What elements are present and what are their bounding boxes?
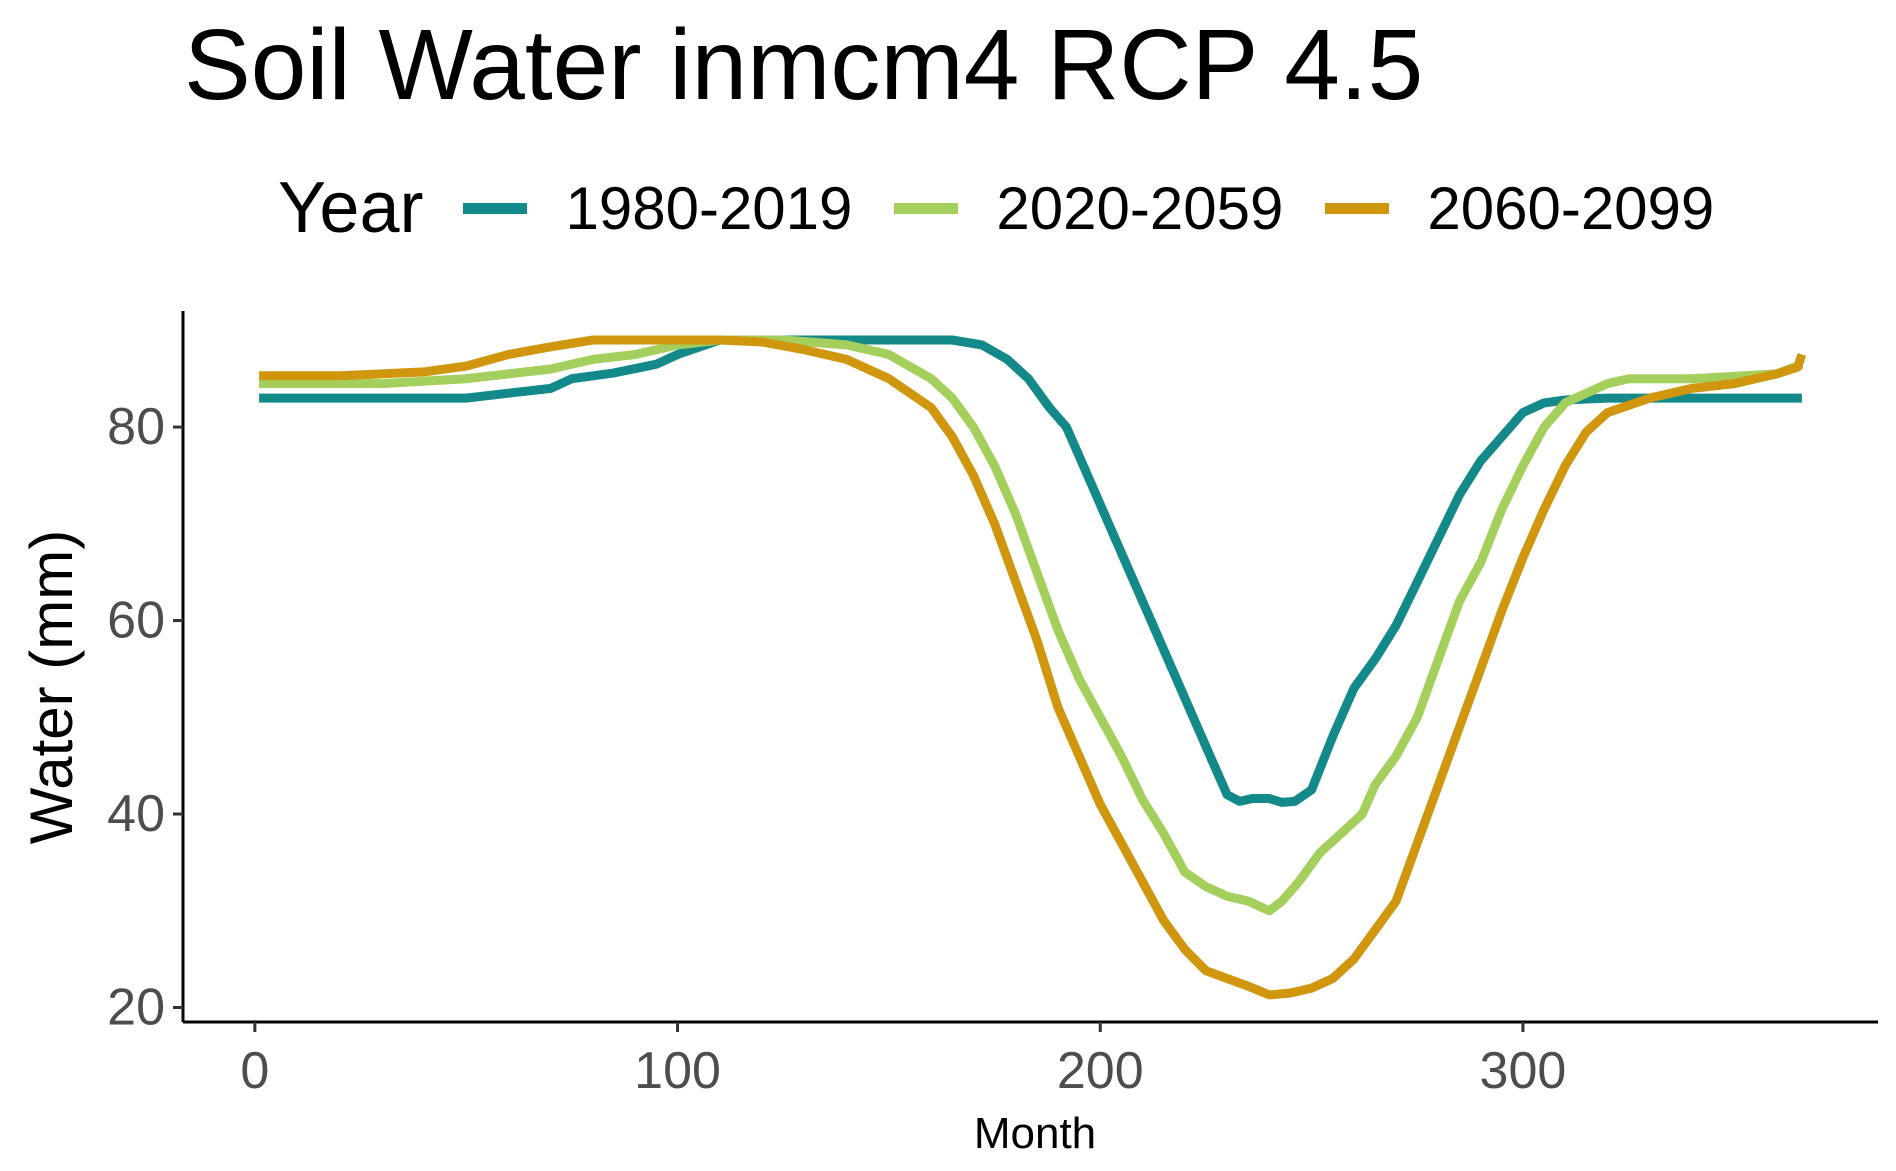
legend-item-2060-2099: 2060-2099: [1325, 174, 1714, 243]
legend-label-1980-2019: 1980-2019: [565, 174, 853, 242]
y-tick-label-80: 80: [107, 398, 165, 456]
x-axis-ticks: 0 100 200 300: [240, 1022, 1566, 1100]
x-tick-label-200: 200: [1057, 1042, 1144, 1100]
x-tick-label-100: 100: [634, 1042, 721, 1100]
legend-item-2020-2059: 2020-2059: [894, 174, 1283, 243]
y-axis-title: Water (mm): [18, 530, 85, 844]
legend-title: Year: [278, 168, 424, 248]
x-tick-label-0: 0: [240, 1042, 269, 1100]
series-layer: [259, 335, 1807, 1000]
series-line-2060-2099: [259, 335, 1807, 1000]
legend-item-1980-2019: 1980-2019: [463, 174, 852, 243]
legend-label-2060-2099: 2060-2099: [1427, 174, 1715, 242]
legend-label-2020-2059: 2020-2059: [996, 174, 1284, 242]
legend-key-1980-2019: [463, 202, 528, 214]
y-tick-label-20: 20: [107, 978, 165, 1036]
chart-title: Soil Water inmcm4 RCP 4.5: [184, 9, 1424, 121]
x-axis-title: Month: [974, 1109, 1096, 1158]
series-line-1980-2019: [259, 335, 1802, 807]
y-tick-label-40: 40: [107, 785, 165, 843]
legend: Year 1980-2019 2020-2059 2060-2099: [278, 168, 1756, 248]
y-tick-label-60: 60: [107, 592, 165, 650]
legend-key-2060-2099: [1325, 202, 1390, 214]
y-axis-ticks: 20 40 60 80: [107, 398, 183, 1036]
x-tick-label-300: 300: [1480, 1042, 1567, 1100]
legend-key-2020-2059: [894, 202, 959, 214]
